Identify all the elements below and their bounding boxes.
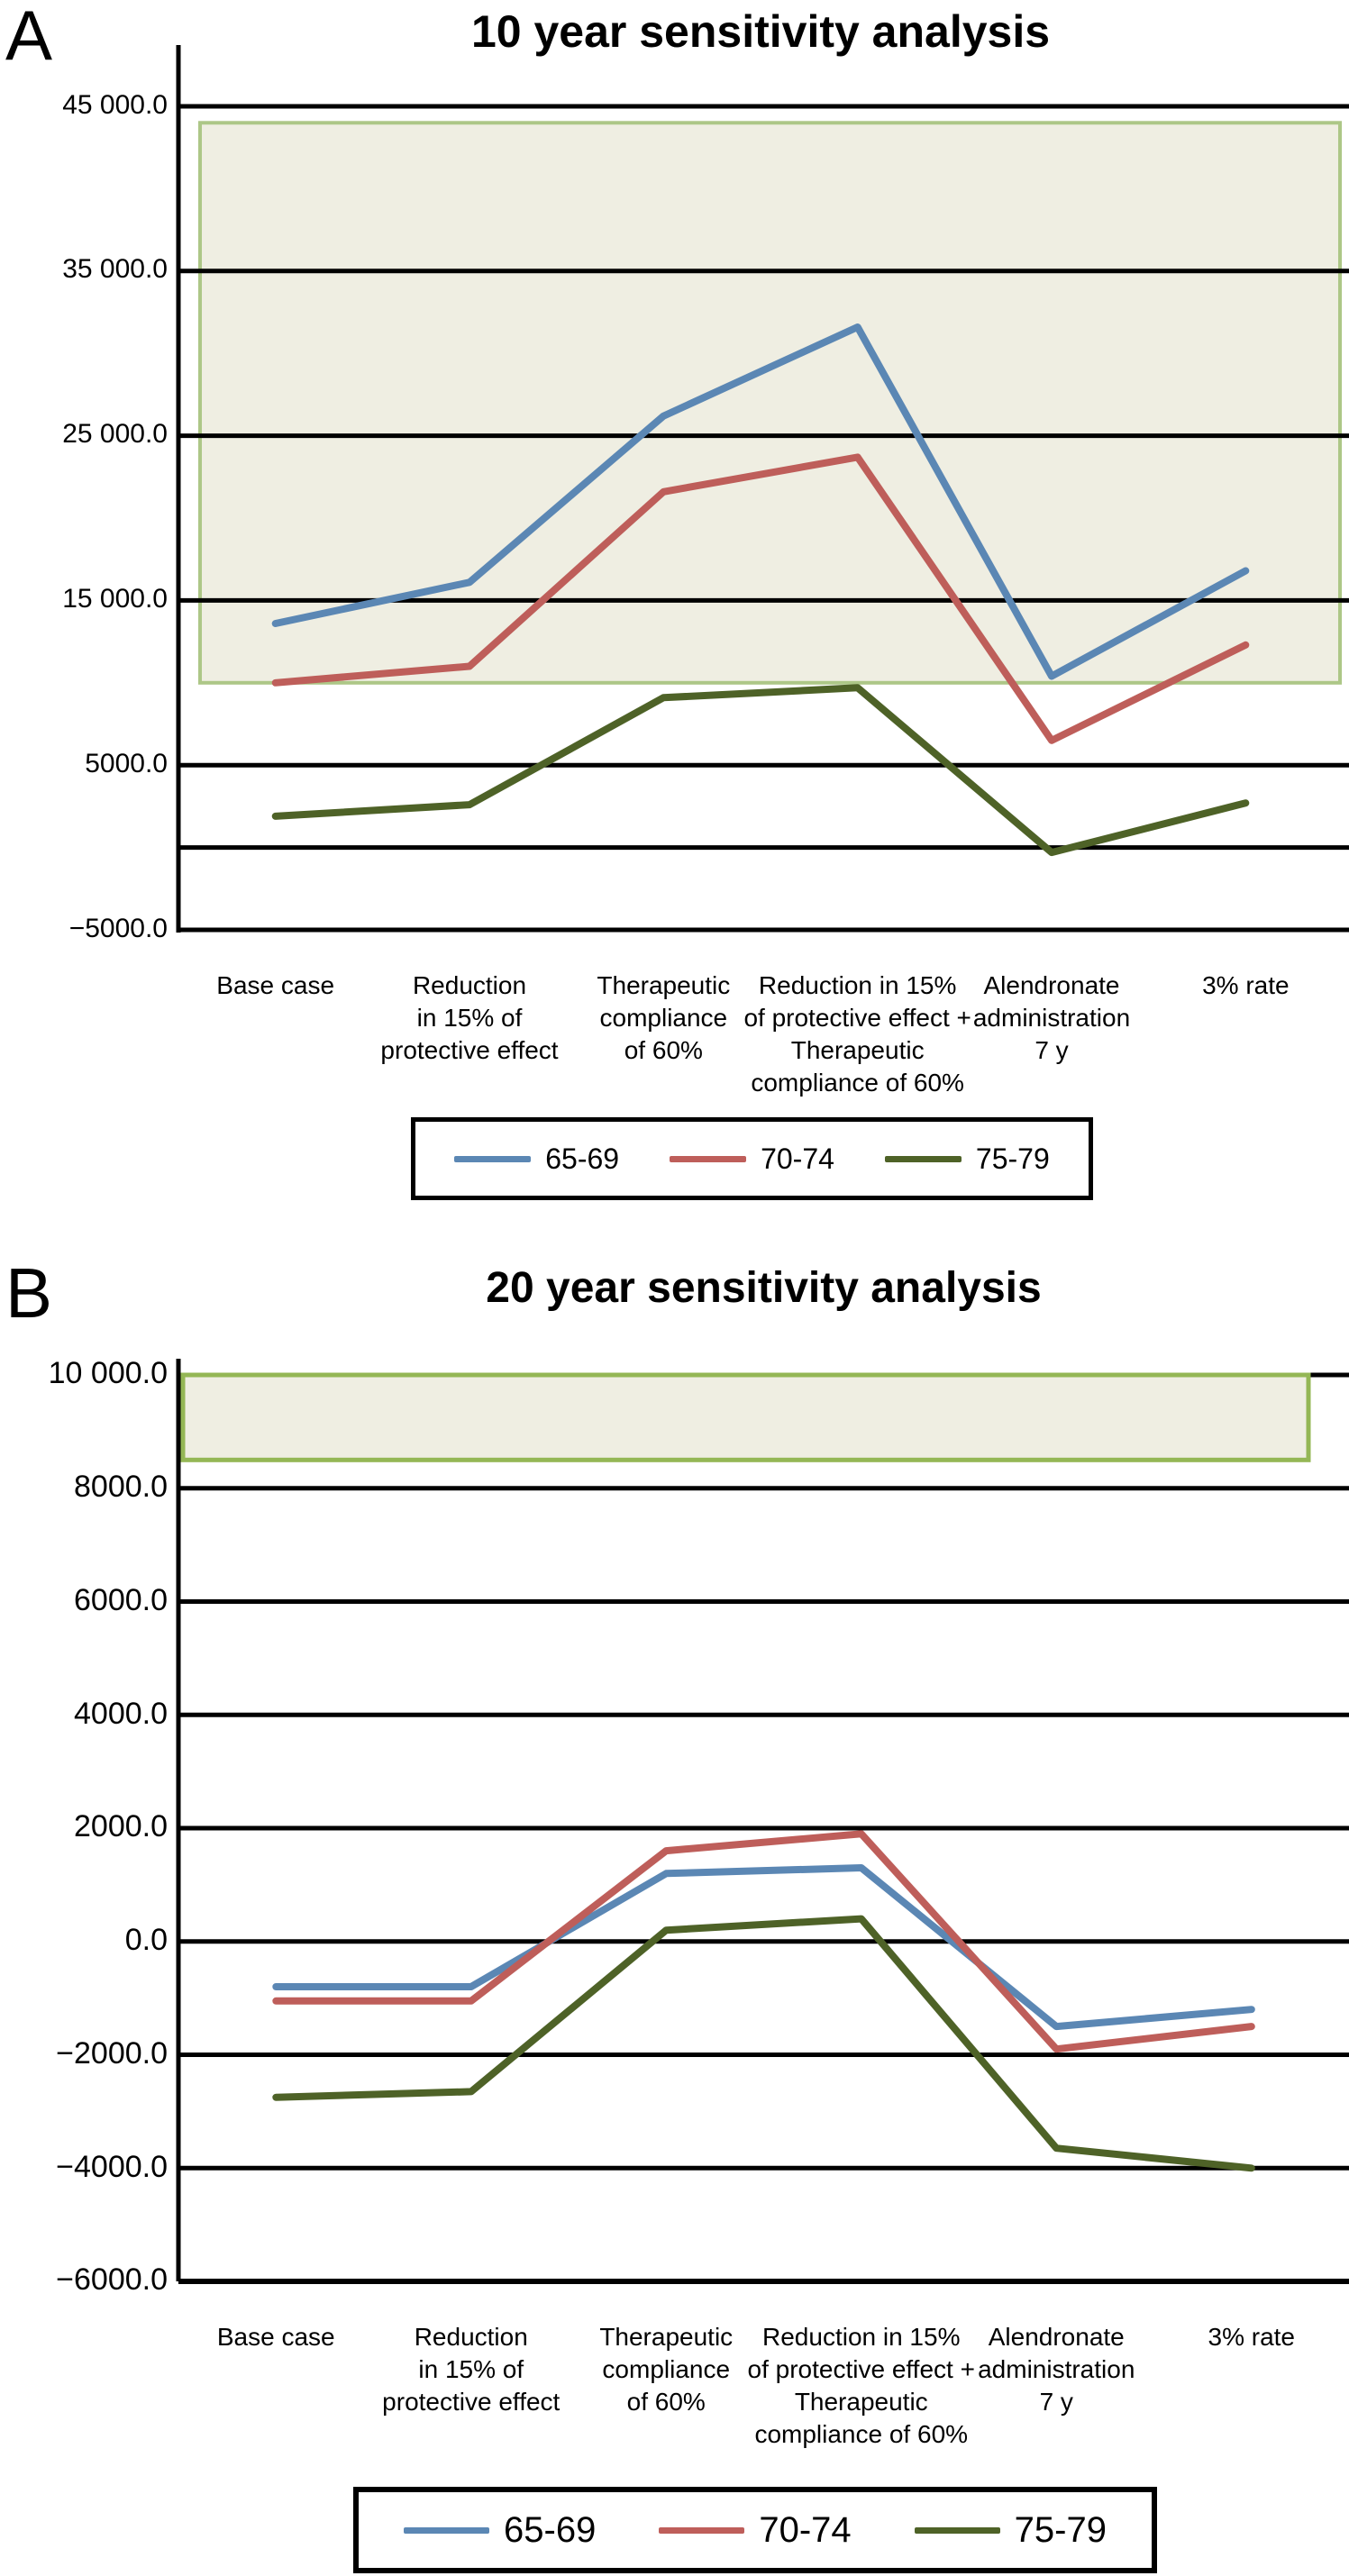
x-axis-label: Reduction in 15% of protective effect [380, 971, 559, 1064]
x-axis-label: Reduction in 15% of protective effect + Th… [747, 2323, 975, 2448]
x-axis-label: Alendronate administration 7 y [972, 971, 1131, 1064]
legend-label: 75-79 [975, 1142, 1050, 1175]
x-axis-label: Reduction in 15% of protective effect [382, 2323, 561, 2416]
legend-line-swatch [454, 1155, 532, 1162]
y-tick-label: −2000.0 [56, 2035, 168, 2071]
legend-item: 75-79 [914, 2509, 1107, 2551]
legend-line-swatch [670, 1155, 747, 1162]
chart-a-legend: 65-69 70-74 75-79 [411, 1117, 1093, 1200]
y-tick-label: −6000.0 [56, 2262, 168, 2298]
x-axis-label: Base case [216, 2323, 335, 2351]
y-tick-label: −4000.0 [56, 2149, 168, 2184]
y-tick-label: 35 000.0 [62, 254, 168, 285]
shaded-region [198, 121, 1342, 685]
shaded-region [180, 1372, 1311, 1462]
series-line-70-74 [272, 1830, 1255, 2053]
panel-a-label: A [5, 0, 53, 75]
series-line-65-69 [271, 323, 1250, 680]
legend-label: 65-69 [504, 2509, 597, 2550]
x-axis-label: Therapeutic compliance of 60% [597, 971, 731, 1064]
series-line-75-79 [272, 1915, 1255, 2172]
y-tick-label: 0.0 [124, 1923, 168, 1958]
legend-line-swatch [884, 1155, 962, 1162]
chart-a-plot [176, 45, 1349, 933]
legend-line-swatch [914, 2526, 1000, 2534]
y-tick-label: 10 000.0 [48, 1356, 168, 1391]
series-line-70-74 [271, 453, 1250, 744]
chart-a-title: 10 year sensitivity analysis [470, 6, 1051, 57]
legend-label: 65-69 [545, 1142, 620, 1175]
y-tick-label: 8000.0 [74, 1470, 168, 1505]
legend-label: 70-74 [761, 1142, 834, 1175]
y-tick-label: 15 000.0 [62, 583, 168, 614]
x-axis-label: 3% rate [1202, 971, 1290, 999]
x-axis-label: Reduction in 15% of protective effect + Th… [743, 971, 971, 1097]
x-axis-label: Base case [216, 971, 335, 999]
x-axis-label: 3% rate [1208, 2323, 1296, 2351]
panel-a: A 10 year sensitivity analysis 45 000.0 3… [0, 0, 1349, 1252]
y-tick-label: 25 000.0 [62, 419, 168, 450]
y-tick-label: 4000.0 [74, 1696, 168, 1731]
legend-label: 75-79 [1014, 2509, 1107, 2550]
panel-b-label: B [5, 1253, 53, 1333]
legend-item: 65-69 [454, 1142, 619, 1176]
series-line-65-69 [272, 1864, 1255, 2031]
series-line-75-79 [271, 684, 1250, 857]
legend-item: 70-74 [670, 1142, 834, 1176]
legend-line-swatch [659, 2526, 745, 2534]
chart-b-title: 20 year sensitivity analysis [486, 1264, 1042, 1312]
panel-b: B 20 year sensitivity analysis 10 000.0 8… [0, 1252, 1349, 2576]
y-tick-label: 2000.0 [74, 1809, 168, 1844]
y-tick-label: −5000.0 [68, 913, 168, 943]
y-tick-label: 5000.0 [85, 748, 168, 778]
x-axis-label: Therapeutic compliance of 60% [599, 2323, 734, 2416]
legend-item: 65-69 [404, 2510, 596, 2551]
legend-item: 70-74 [659, 2509, 852, 2551]
x-axis-label: Alendronate administration 7 y [978, 2323, 1135, 2416]
chart-b-plot [176, 1359, 1349, 2284]
legend-label: 70-74 [759, 2509, 852, 2550]
y-tick-label: 6000.0 [74, 1582, 168, 1617]
y-tick-label: 45 000.0 [62, 89, 168, 120]
legend-item: 75-79 [884, 1142, 1050, 1176]
legend-line-swatch [404, 2526, 490, 2534]
chart-b-legend: 65-69 70-74 75-79 [353, 2487, 1157, 2573]
